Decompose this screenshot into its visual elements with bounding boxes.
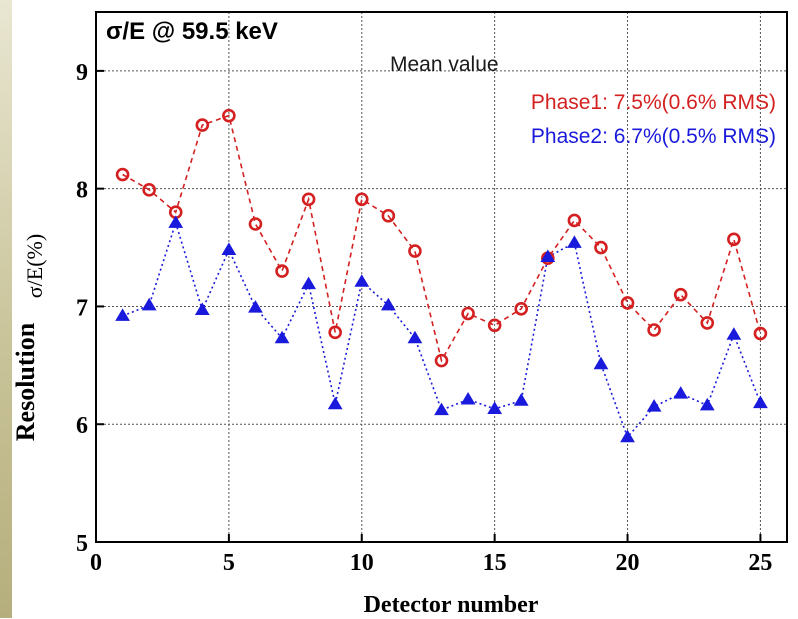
legend-entry-phase1: Phase1: 7.5%(0.6% RMS) xyxy=(530,91,776,114)
data-point-phase1 xyxy=(222,108,236,123)
x-tick-label: 25 xyxy=(748,550,772,576)
y-axis-label-unit: σ/E(%) xyxy=(22,233,47,299)
data-point-phase1 xyxy=(727,232,741,247)
data-point-phase2 xyxy=(434,402,449,416)
legend-title: Mean value xyxy=(390,53,499,76)
data-point-phase2 xyxy=(354,274,370,287)
data-point-phase1 xyxy=(567,213,582,228)
data-point-phase1 xyxy=(434,353,449,368)
data-point-phase1 xyxy=(381,208,396,223)
data-point-phase2 xyxy=(726,327,742,340)
series-line-1 xyxy=(122,114,762,363)
data-point-phase2 xyxy=(301,276,316,290)
data-point-phase1 xyxy=(647,323,661,337)
data-point-phase1 xyxy=(461,306,475,321)
data-point-phase2 xyxy=(327,396,343,410)
data-point-phase2 xyxy=(194,302,210,316)
y-tick-label: 9 xyxy=(76,60,88,86)
data-point-phase1 xyxy=(487,318,502,333)
data-point-phase2 xyxy=(221,242,237,255)
legend-entry-phase2: Phase2: 6.7%(0.5% RMS) xyxy=(530,125,776,148)
data-point-phase1 xyxy=(275,264,289,278)
data-point-phase2 xyxy=(407,330,423,344)
data-point-phase1 xyxy=(514,301,529,316)
x-tick-label: 0 xyxy=(90,550,102,576)
y-tick-label: 7 xyxy=(76,295,88,321)
data-point-phase1 xyxy=(594,240,608,255)
data-point-phase1 xyxy=(354,192,369,207)
x-axis-label: Detector number xyxy=(363,592,539,618)
y-tick-label: 8 xyxy=(76,178,88,204)
data-point-phase2 xyxy=(540,249,556,263)
chart-annotation: σ/E @ 59.5 keV xyxy=(106,18,278,45)
data-point-phase2 xyxy=(115,308,130,321)
data-point-phase1 xyxy=(408,244,422,258)
data-point-phase2 xyxy=(593,356,609,370)
data-point-phase2 xyxy=(248,300,263,313)
x-tick-label: 10 xyxy=(350,550,374,576)
y-tick-label: 5 xyxy=(76,531,88,557)
data-point-phase1 xyxy=(301,192,316,207)
data-point-phase1 xyxy=(142,183,156,197)
data-point-phase2 xyxy=(513,393,529,406)
data-point-phase2 xyxy=(460,392,476,405)
left-edge-strip xyxy=(0,0,12,618)
data-point-phase2 xyxy=(646,399,662,412)
y-axis-label-main: Resolution xyxy=(11,322,40,442)
data-point-phase2 xyxy=(753,395,768,409)
data-point-phase1 xyxy=(700,316,715,330)
data-point-phase1 xyxy=(753,326,768,341)
data-point-phase1 xyxy=(115,167,130,182)
data-point-phase2 xyxy=(168,215,184,228)
data-point-phase2 xyxy=(673,386,689,399)
series-layer xyxy=(115,108,768,443)
data-point-phase2 xyxy=(274,330,290,344)
data-point-phase1 xyxy=(195,118,210,132)
data-point-phase1 xyxy=(328,325,342,340)
data-point-phase2 xyxy=(380,297,396,311)
plot-frame xyxy=(95,11,788,543)
data-point-phase2 xyxy=(699,397,715,411)
data-point-phase2 xyxy=(487,401,503,414)
data-point-phase2 xyxy=(567,235,582,248)
data-point-phase2 xyxy=(141,297,157,311)
y-tick-label: 6 xyxy=(76,413,88,439)
data-point-phase1 xyxy=(673,287,688,302)
data-point-phase1 xyxy=(248,217,263,231)
x-tick-label: 5 xyxy=(223,550,235,576)
x-tick-label: 20 xyxy=(616,550,640,576)
x-tick-label: 15 xyxy=(483,550,507,576)
data-point-phase1 xyxy=(620,296,635,310)
data-point-phase2 xyxy=(620,429,635,443)
